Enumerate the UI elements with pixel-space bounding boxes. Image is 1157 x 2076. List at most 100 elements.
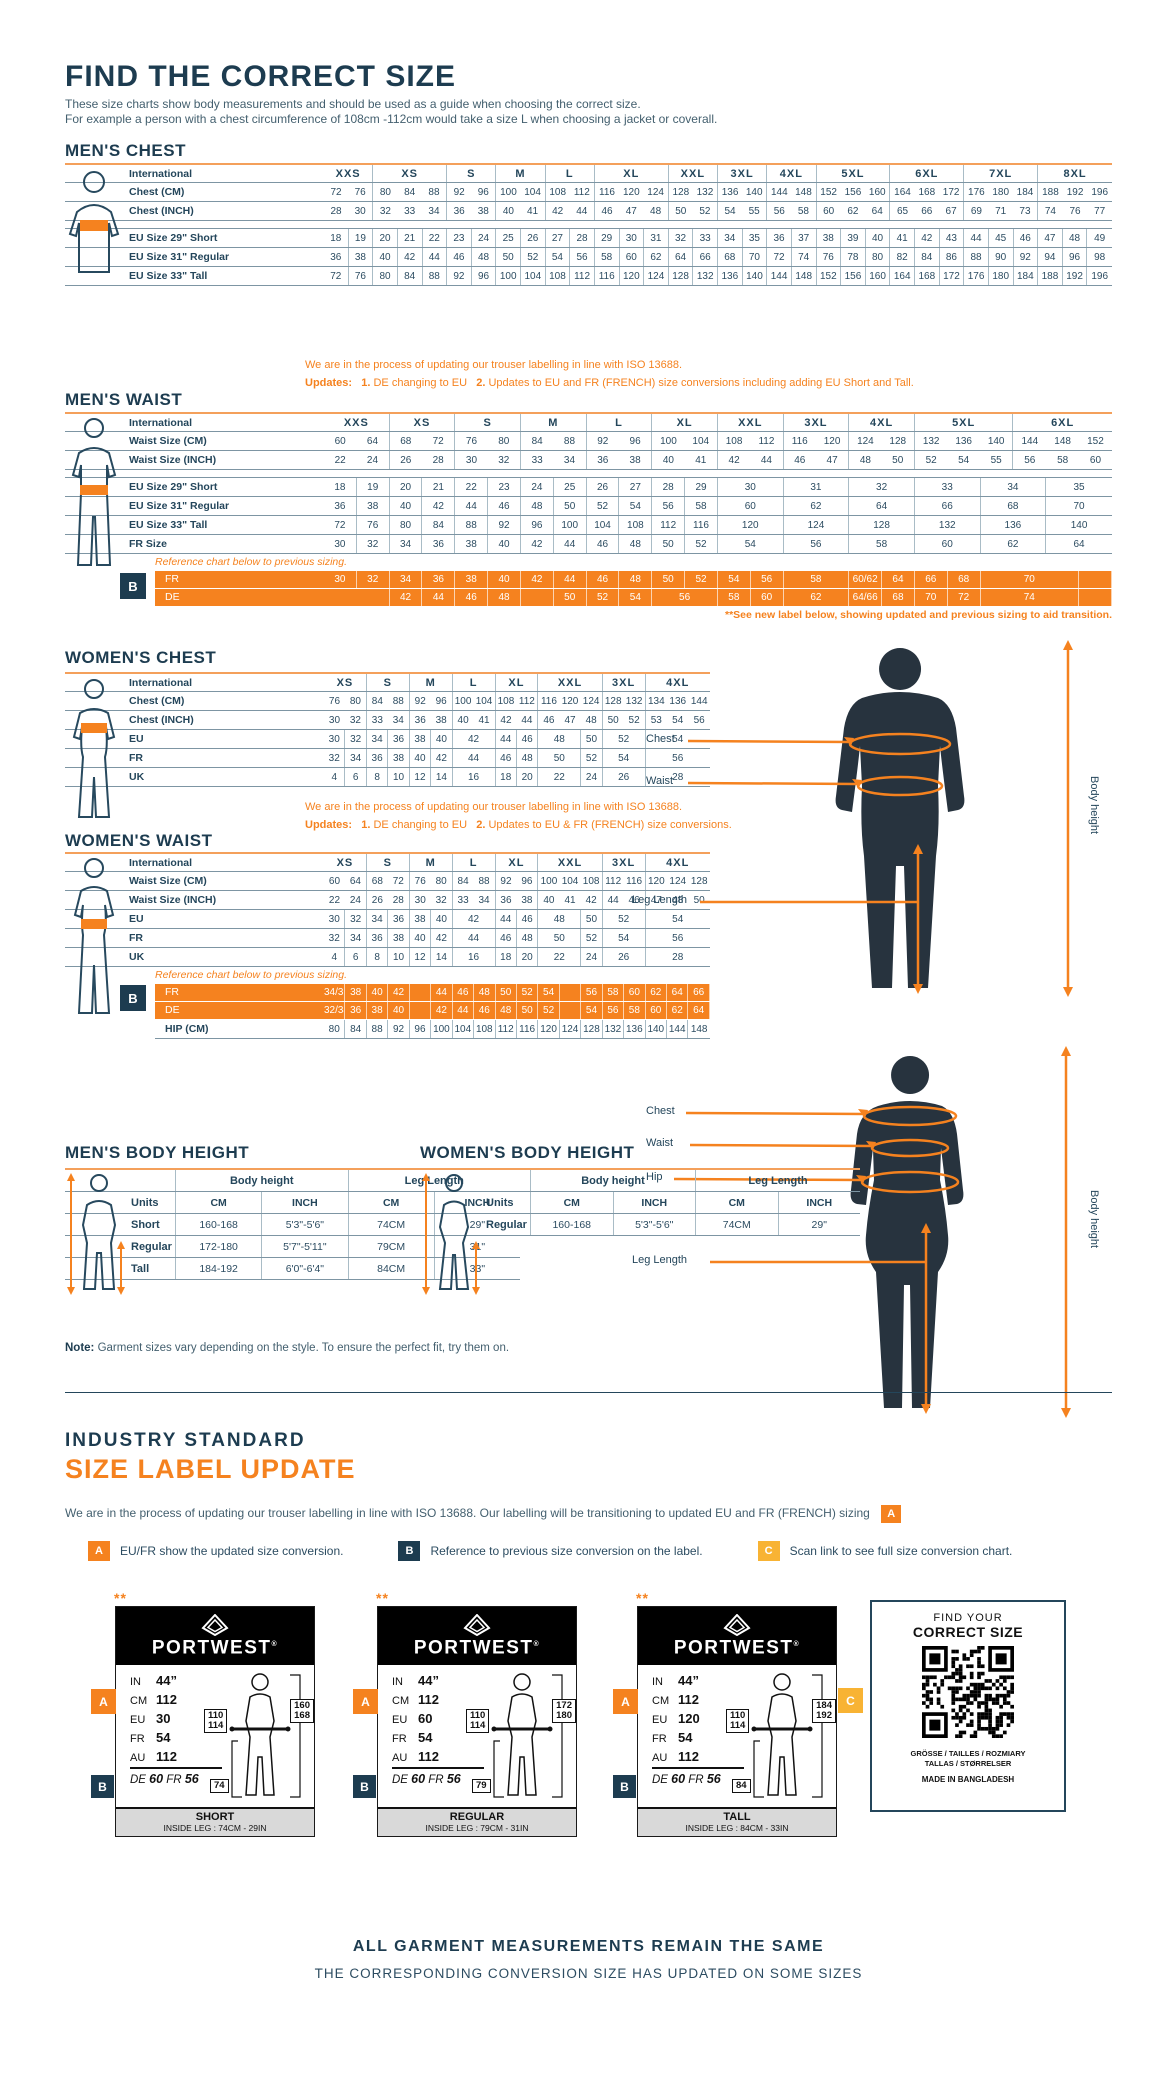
table-cell: 46 xyxy=(496,929,517,947)
woman-chest-label: Chest xyxy=(646,1105,675,1117)
table-cell: 188 xyxy=(1038,267,1063,285)
table-cell: 112 xyxy=(496,1020,517,1038)
table-cell: 33 xyxy=(915,478,981,496)
table-cell: S xyxy=(367,854,410,871)
previous-size-row: DE 60 FR 56 xyxy=(392,1772,461,1786)
badge-c: C xyxy=(838,1688,863,1713)
table-cell: 38 xyxy=(455,535,489,553)
table-cell: 58 xyxy=(849,535,915,553)
table-cell: 196 xyxy=(1091,270,1109,282)
table-cell: 26 xyxy=(603,948,646,966)
table-cell: 79CM xyxy=(347,1236,434,1257)
card-header: PORTWEST® xyxy=(378,1607,576,1665)
woman-silhouette xyxy=(673,1046,1071,1418)
row-label: Waist Size (CM) xyxy=(129,875,207,887)
table-cell: 116 xyxy=(517,1020,539,1038)
table-cell: 66 xyxy=(915,571,948,588)
table-cell: 20 xyxy=(517,948,539,966)
table-cell: 120 xyxy=(718,516,784,534)
table-cell: 46 xyxy=(517,730,539,748)
waist-measure-box: 110 114 xyxy=(466,1709,490,1733)
table-cell: 62 xyxy=(644,248,669,266)
unit-header: CM xyxy=(175,1192,261,1213)
table-cell: 24 xyxy=(581,948,603,966)
table-cell: 100 104 xyxy=(496,183,546,201)
row-label: UK xyxy=(129,951,145,963)
table-cell: 152 xyxy=(817,267,842,285)
table-cell: 68 xyxy=(948,571,981,588)
table-cell: 29 xyxy=(595,229,620,247)
table-cell: 92 96 xyxy=(447,183,497,201)
badge-b: B xyxy=(398,1541,421,1561)
table-cell: 42 xyxy=(398,248,423,266)
fit-title: REGULAR xyxy=(449,1811,505,1823)
table-row: EU 30 32 34 36 38 40 42 44 46 48 50 52 54 xyxy=(65,910,710,929)
portwest-diamond-icon xyxy=(723,1614,751,1637)
table-cell: 18 xyxy=(496,768,517,786)
table-cell: 92 xyxy=(447,267,472,285)
mens-waist-note: We are in the process of updating our tr… xyxy=(305,356,914,392)
table-cell: 104 xyxy=(521,267,546,285)
table-cell: 172-180 xyxy=(175,1236,261,1257)
table-cell: 38 xyxy=(367,1002,389,1019)
table-cell: 6XL xyxy=(1051,416,1075,429)
row-label: International xyxy=(129,417,193,429)
table-cell: 38 xyxy=(345,984,367,1001)
table-cell: 12 xyxy=(410,768,432,786)
table-cell: 40 xyxy=(488,571,521,588)
size-row: FR 54 xyxy=(652,1730,693,1745)
table-cell: 48 xyxy=(538,910,582,928)
table-cell: 33 34 xyxy=(521,451,587,469)
table-cell: XS xyxy=(324,674,367,691)
table-cell: 16 xyxy=(453,948,496,966)
table-cell: 20 xyxy=(373,229,398,247)
intro-line-2: For example a person with a chest circum… xyxy=(65,112,718,126)
table-cell: 3XL xyxy=(784,414,850,431)
table-cell: 42 xyxy=(521,535,554,553)
table-cell: 64 xyxy=(669,248,694,266)
table-cell: 48 xyxy=(472,248,497,266)
table-cell xyxy=(410,984,432,1001)
table-cell xyxy=(521,589,554,606)
table-cell: 96 xyxy=(1063,248,1088,266)
row-label: EU xyxy=(129,913,144,925)
table-cell: 54 xyxy=(672,913,684,925)
fit-title: TALL xyxy=(723,1811,751,1823)
table-cell: 74CM xyxy=(695,1214,778,1235)
table-cell: 66 xyxy=(693,248,718,266)
table-cell: 39 xyxy=(841,229,866,247)
table-cell: 36 38 xyxy=(410,711,453,729)
table-cell: 144 xyxy=(667,1020,689,1038)
table-cell: 40 xyxy=(373,248,398,266)
mens-waist-table: International XXS XS S M L XL XXL 3XL 4XL 5XL 6XL Wa… xyxy=(65,412,1112,607)
table-cell: 26 xyxy=(521,229,546,247)
table-cell: 14 xyxy=(431,948,453,966)
legend-text: EU/FR show the updated size conversion. xyxy=(120,1544,344,1558)
update-1-num: 1. xyxy=(361,819,371,831)
table-cell: 74 76 77 xyxy=(1044,205,1106,217)
table-cell: 82 xyxy=(890,248,915,266)
table-cell: 42 xyxy=(390,589,423,606)
table-cell: 50 xyxy=(652,535,686,553)
table-cell: 29 xyxy=(685,478,718,496)
table-cell: 46 xyxy=(517,910,539,928)
row-label: Regular xyxy=(486,1219,527,1231)
height-measure-box: 184 192 xyxy=(812,1699,836,1723)
table-cell: 54 xyxy=(718,535,784,553)
table-cell: 132 136 140 xyxy=(915,432,1014,450)
size-row: EU 120 xyxy=(652,1711,700,1726)
table-cell: 32 xyxy=(357,535,390,553)
table-cell: 32 xyxy=(324,929,346,947)
table-cell: 6 xyxy=(345,948,367,966)
table-cell: 33" xyxy=(433,1258,520,1279)
group-header: Body height xyxy=(175,1170,348,1191)
row-label: EU Size 29" Short xyxy=(129,232,218,244)
table-cell: 88 xyxy=(455,516,489,534)
row-label: Chest (INCH) xyxy=(129,714,194,726)
table-cell: 60 xyxy=(915,535,981,553)
table-cell: 108 112 xyxy=(718,432,784,450)
table-cell: M xyxy=(521,414,587,431)
table-cell: 46 xyxy=(496,749,517,767)
